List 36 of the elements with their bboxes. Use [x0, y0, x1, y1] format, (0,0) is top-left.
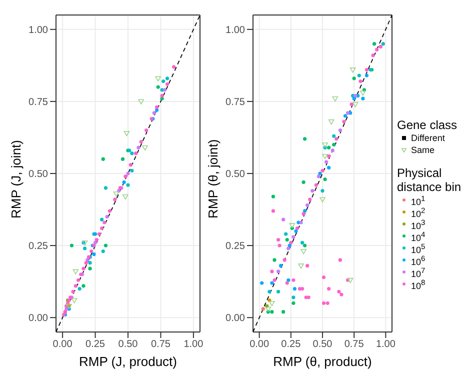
- x-tick-label: 0.25: [281, 339, 302, 350]
- text: Different: [411, 133, 445, 143]
- y-tick-label: 0.00: [28, 313, 48, 324]
- legend-label: 10$^{1}$: [411, 194, 426, 206]
- x-tick-label: 0.25: [86, 339, 106, 350]
- legend-label: 10$^{4}$: [411, 230, 426, 242]
- legend-label: 10$^{5}$: [411, 242, 426, 254]
- y-tick-label: 0.50: [226, 169, 246, 180]
- y-axis-title: RMP (J, joint): [8, 140, 24, 218]
- x-tick-label: 0.50: [118, 339, 138, 350]
- legend-label: 10$^{2}$: [411, 206, 426, 218]
- legend-title: Physical distance bin: [397, 166, 462, 194]
- y-tick-label: 0.50: [28, 169, 48, 180]
- x-tick-label: 0.00: [250, 339, 270, 350]
- legend-label: 10$^{6}$: [411, 254, 426, 266]
- text: Gene class: [397, 118, 458, 132]
- legend-label: 10$^{8}$: [411, 278, 426, 290]
- y-axis-title: RMP (θ, joint): [206, 139, 221, 218]
- x-tick-label: 0.75: [150, 339, 171, 350]
- legend-label: 10$^{7}$: [411, 266, 426, 278]
- x-tick-label: 0.75: [344, 339, 364, 350]
- x-tick-label: 1.00: [376, 339, 396, 350]
- y-tick-label: 0.25: [226, 241, 246, 252]
- x-axis-title: RMP (J, product): [78, 354, 178, 369]
- x-tick-label: 0.50: [312, 339, 333, 350]
- x-tick-label: 0.00: [52, 339, 73, 350]
- y-tick-label: 0.75: [28, 97, 48, 108]
- y-tick-label: 0.25: [28, 241, 48, 252]
- y-tick-label: 1.00: [28, 24, 48, 36]
- y-tick-label: 0.00: [226, 313, 246, 324]
- legend-label: 10$^{3}$: [411, 218, 426, 230]
- y-tick-label: 1.00: [226, 24, 246, 36]
- x-axis-title: RMP (θ, product): [273, 354, 372, 369]
- legend-label: Same: [411, 145, 435, 155]
- y-tick-label: 0.75: [226, 97, 246, 108]
- x-tick-label: 1.00: [184, 339, 204, 350]
